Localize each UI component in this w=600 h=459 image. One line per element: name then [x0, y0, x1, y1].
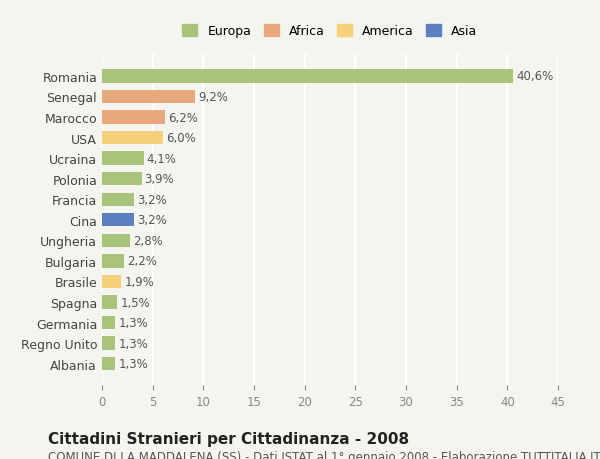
Bar	[102, 255, 124, 268]
Text: 1,5%: 1,5%	[120, 296, 150, 309]
Text: 3,2%: 3,2%	[137, 193, 167, 206]
Bar	[102, 111, 165, 124]
Legend: Europa, Africa, America, Asia: Europa, Africa, America, Asia	[176, 18, 484, 45]
Bar	[102, 296, 117, 309]
Text: 6,2%: 6,2%	[168, 111, 198, 124]
Text: 6,0%: 6,0%	[166, 132, 196, 145]
Bar	[102, 173, 142, 186]
Bar	[102, 275, 121, 289]
Text: 4,1%: 4,1%	[146, 152, 176, 165]
Bar	[102, 193, 134, 207]
Bar	[102, 70, 514, 84]
Bar	[102, 132, 163, 145]
Bar	[102, 357, 115, 370]
Text: 9,2%: 9,2%	[198, 91, 228, 104]
Bar	[102, 316, 115, 330]
Text: 1,3%: 1,3%	[118, 316, 148, 330]
Text: 1,3%: 1,3%	[118, 337, 148, 350]
Text: 2,8%: 2,8%	[133, 235, 163, 247]
Text: Cittadini Stranieri per Cittadinanza - 2008: Cittadini Stranieri per Cittadinanza - 2…	[48, 431, 409, 447]
Text: 3,2%: 3,2%	[137, 214, 167, 227]
Text: 1,9%: 1,9%	[124, 275, 154, 288]
Text: 1,3%: 1,3%	[118, 358, 148, 370]
Bar	[102, 213, 134, 227]
Bar	[102, 234, 130, 247]
Text: 40,6%: 40,6%	[517, 70, 554, 83]
Text: 2,2%: 2,2%	[127, 255, 157, 268]
Text: 3,9%: 3,9%	[145, 173, 175, 186]
Bar	[102, 90, 195, 104]
Bar	[102, 152, 143, 165]
Text: COMUNE DI LA MADDALENA (SS) - Dati ISTAT al 1° gennaio 2008 - Elaborazione TUTTI: COMUNE DI LA MADDALENA (SS) - Dati ISTAT…	[48, 450, 600, 459]
Bar	[102, 337, 115, 350]
